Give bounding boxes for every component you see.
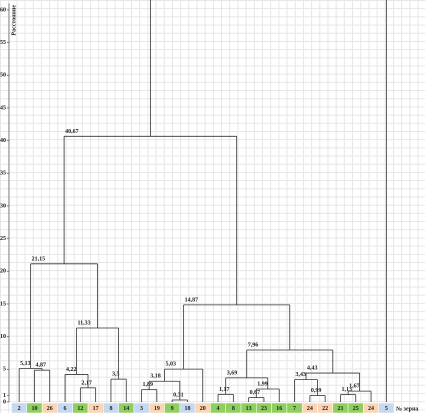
y-tick-label: 40 <box>0 138 6 144</box>
x-axis-label: № зерна <box>396 406 418 412</box>
merge-label: 3,43 <box>296 372 307 378</box>
y-tick-label: 5 <box>3 367 6 373</box>
leaf-label: 25 <box>353 406 359 412</box>
leaf-label: 8 <box>232 406 235 412</box>
merge-label: 4,87 <box>35 363 46 369</box>
leaf-label: 18 <box>184 406 190 412</box>
y-tick-label: 30 <box>0 203 6 209</box>
y-tick-label: 20 <box>0 269 6 275</box>
leaf-label: 6 <box>64 406 67 412</box>
leaf-label: 9 <box>171 406 174 412</box>
leaf-label: 10 <box>31 406 37 412</box>
leaf-label: 5 <box>385 406 388 412</box>
merge-label: 5,03 <box>166 362 177 368</box>
leaf-label: 3 <box>140 406 143 412</box>
leaf-label: 12 <box>77 406 83 412</box>
y-tick-label: 55 <box>0 40 6 46</box>
merge-label: 21,15 <box>32 256 46 262</box>
merge-label: 14,87 <box>185 297 199 303</box>
merge-label: 40,67 <box>65 129 79 135</box>
merge-label: 1,17 <box>219 387 230 393</box>
y-tick-label: 45 <box>0 105 6 111</box>
merge-label: 4,22 <box>66 367 77 373</box>
merge-label: 11,33 <box>78 320 91 326</box>
y-tick-label: 1 <box>3 393 6 399</box>
merge-label: 1,13 <box>341 387 352 393</box>
merge-label: 3,5 <box>112 372 120 378</box>
merge-label: 1,89 <box>143 382 154 388</box>
leaf-label: 24 <box>307 406 313 412</box>
leaf-label: 8 <box>109 406 112 412</box>
merge-label: 7,96 <box>248 342 258 348</box>
leaf-label: 7 <box>293 406 296 412</box>
merge-label: 1,99 <box>257 381 268 387</box>
leaf-label: 19 <box>154 406 160 412</box>
leaf-cell <box>378 402 395 413</box>
leaf-label: 16 <box>276 406 282 412</box>
leaf-label: 26 <box>47 406 53 412</box>
leaf-label: 17 <box>93 406 99 412</box>
leaf-label: 14 <box>123 406 129 412</box>
y-tick-label: 35 <box>0 171 6 177</box>
leaf-label: 13 <box>246 406 252 412</box>
merge-label: 1,67 <box>349 384 360 390</box>
merge-label: 0,67 <box>250 390 261 396</box>
leaf-label: 23 <box>261 406 267 412</box>
y-tick-label: 60 <box>0 7 6 13</box>
merge-label: 0,31 <box>173 392 184 398</box>
merge-label: 3,18 <box>150 374 161 380</box>
y-tick-label: 10 <box>0 334 6 340</box>
y-axis-label: Расстояние <box>11 5 17 36</box>
y-tick-label: 25 <box>0 236 6 242</box>
leaf-label: 2 <box>18 406 21 412</box>
leaf-label: 24 <box>368 406 374 412</box>
merge-label: 4,43 <box>307 366 318 372</box>
y-tick-label: 0 <box>3 399 6 405</box>
leaf-label: 22 <box>322 406 328 412</box>
leaf-label: 4 <box>217 406 220 412</box>
y-tick-label: 15 <box>0 301 6 307</box>
leaf-label: 21 <box>337 406 343 412</box>
leaf-label: 20 <box>200 406 206 412</box>
y-tick-label: 50 <box>0 73 6 79</box>
merge-label: 2,17 <box>81 380 92 386</box>
merge-label: 0,99 <box>311 388 322 394</box>
merge-label: 3,69 <box>227 370 238 376</box>
merge-label: 5,13 <box>20 361 31 367</box>
